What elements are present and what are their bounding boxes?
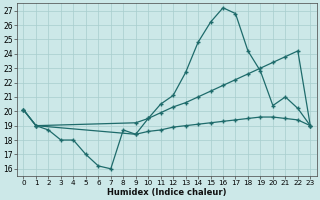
X-axis label: Humidex (Indice chaleur): Humidex (Indice chaleur) <box>107 188 227 197</box>
